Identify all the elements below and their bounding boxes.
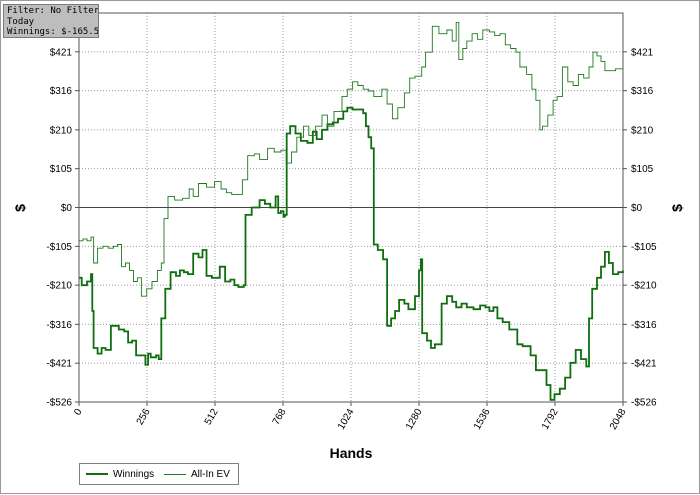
y-tick-label-right: $421 [631,47,654,58]
x-tick-label: 512 [203,407,221,427]
filter-label: Filter: No Filter [7,6,99,16]
x-tick-label: 768 [271,407,289,427]
y-tick-label: $210 [50,125,73,136]
y-tick-label: $105 [50,164,73,175]
y-tick-label-right: -$526 [631,398,657,409]
winnings-total: Winnings: $-165.55 [7,27,99,37]
allin-ev-line [79,22,624,297]
y-tick-label: $316 [50,86,73,97]
y-tick-label: $0 [61,203,73,214]
legend: Winnings All-In EV [79,463,239,485]
y-tick-label-right: $0 [631,203,643,214]
y-tick-label-right: $316 [631,86,654,97]
x-tick-label: 1024 [336,407,357,432]
x-tick-label: 1792 [540,407,561,432]
legend-swatch-allin-ev [164,473,186,475]
y-tick-label-right: -$105 [631,242,657,253]
filter-info-box: Filter: No Filter Today Winnings: $-165.… [3,4,99,38]
legend-label-allin-ev: All-In EV [191,469,230,480]
x-tick-label: 1536 [472,407,493,432]
x-tick-label: 1280 [404,407,425,432]
y-tick-label: -$526 [46,398,72,409]
winnings-line [79,106,624,401]
x-tick-label: 2048 [608,407,629,432]
y-tick-label-right: $210 [631,125,654,136]
legend-item-winnings: Winnings [86,469,154,481]
y-tick-label: $421 [50,47,73,58]
x-tick-label: 256 [135,407,153,427]
legend-swatch-winnings [86,473,108,476]
legend-label-winnings: Winnings [113,469,155,480]
y-tick-label: -$105 [46,242,72,253]
y-tick-label-right: -$210 [631,281,657,292]
y-axis-title-right: $ [669,204,685,212]
legend-item-allin-ev: All-In EV [164,469,230,481]
y-tick-label: -$316 [46,320,72,331]
y-tick-label-right: $105 [631,164,654,175]
y-tick-label: -$210 [46,281,72,292]
y-tick-label-right: -$421 [631,359,657,370]
y-tick-label-right: -$316 [631,320,657,331]
y-tick-label: -$421 [46,359,72,370]
y-axis-title-left: $ [12,204,28,212]
period-label: Today [7,16,35,27]
x-axis-title: Hands [330,445,373,461]
x-tick-label: 0 [72,407,85,418]
